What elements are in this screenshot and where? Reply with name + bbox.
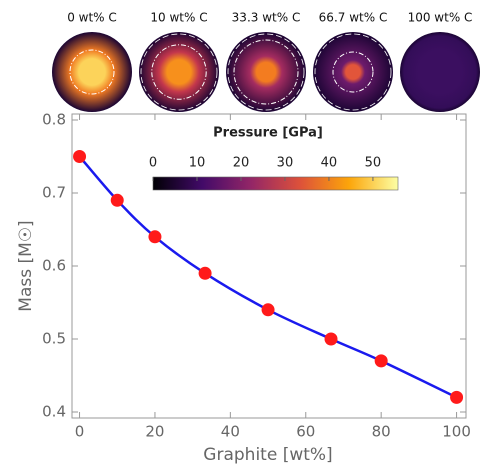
x-tick-label: 60 xyxy=(296,423,315,441)
y-tick-label: 0.6 xyxy=(42,257,66,275)
point xyxy=(148,230,162,244)
panel-disc xyxy=(313,32,393,112)
panel-ring xyxy=(151,44,207,100)
panel-ring xyxy=(233,39,299,105)
panel-label: 10 wt% C xyxy=(150,11,207,25)
colorbar-title: Pressure [GPa] xyxy=(213,126,323,141)
panel-disc xyxy=(226,32,306,112)
y-tick-label: 0.5 xyxy=(42,330,66,348)
x-tick-label: 80 xyxy=(372,423,391,441)
panel-disc xyxy=(400,32,480,112)
panel-ring xyxy=(69,49,115,95)
x-axis-label: Graphite [wt%] xyxy=(203,445,332,465)
point xyxy=(374,354,388,368)
panel-label: 100 wt% C xyxy=(408,11,473,25)
panel-outer-ring xyxy=(227,33,305,111)
x-tick-label: 40 xyxy=(221,423,240,441)
point xyxy=(261,303,275,317)
y-axis-label: Mass [M☉] xyxy=(16,220,36,311)
colorbar-tick-label: 10 xyxy=(189,156,206,171)
panel-label: 0 wt% C xyxy=(67,11,117,25)
colorbar-tick-label: 40 xyxy=(321,156,338,171)
x-tick-label: 100 xyxy=(442,423,471,441)
point xyxy=(198,266,212,280)
panel-label: 66.7 wt% C xyxy=(319,11,388,25)
colorbar-tick-label: 0 xyxy=(149,156,157,171)
y-tick-label: 0.7 xyxy=(42,184,66,202)
y-tick-label: 0.4 xyxy=(42,403,66,421)
y-tick-label: 0.8 xyxy=(42,111,66,129)
x-tick-label: 0 xyxy=(75,423,85,441)
line xyxy=(78,155,458,399)
colorbar-tick-label: 30 xyxy=(277,156,294,171)
point xyxy=(110,193,124,207)
panel-outer-ring xyxy=(314,33,392,111)
point xyxy=(450,390,464,404)
point xyxy=(73,150,87,163)
panel-outer-ring xyxy=(140,33,218,111)
x-tick-label: 20 xyxy=(145,423,164,441)
panel-disc xyxy=(52,32,132,112)
panel-label: 33.3 wt% C xyxy=(232,11,301,25)
colorbar-tick-label: 50 xyxy=(365,156,382,171)
panel-disc xyxy=(139,32,219,112)
colorbar-tick-label: 20 xyxy=(233,156,250,171)
point xyxy=(324,332,338,346)
panel-ring xyxy=(332,51,374,93)
colorbar xyxy=(152,176,399,191)
